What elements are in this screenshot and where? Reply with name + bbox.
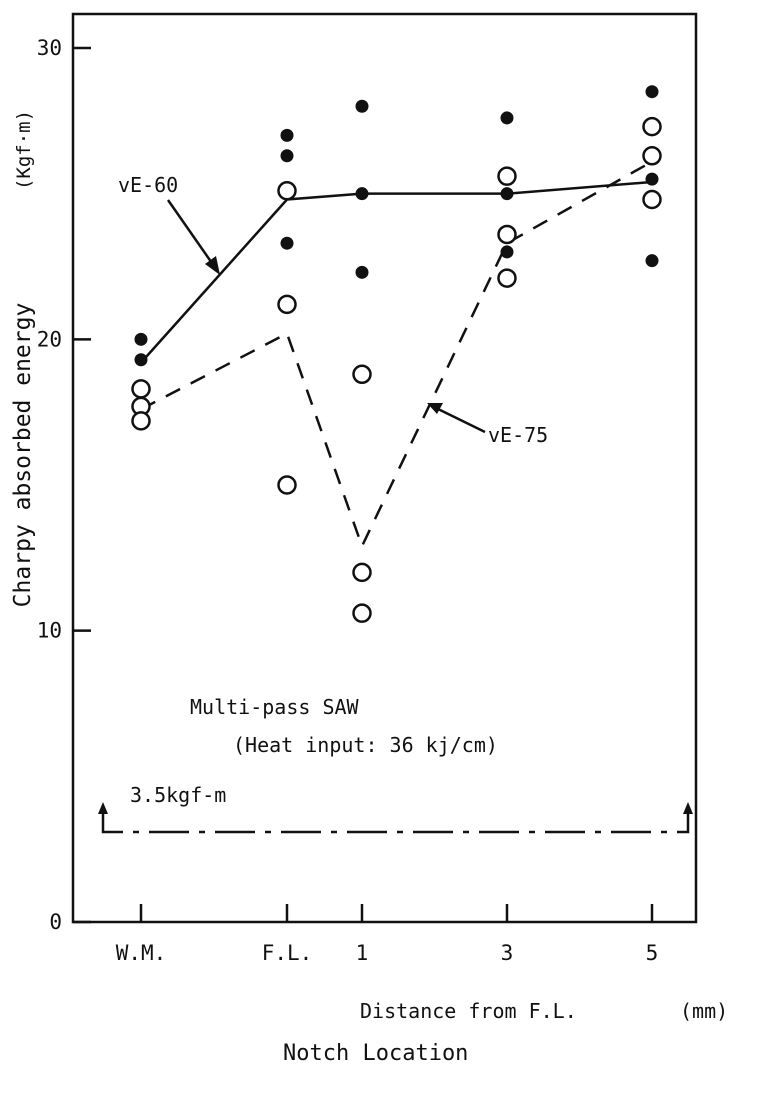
data-point-ve-60 [355, 187, 369, 201]
callout-ve-60: vE-60 [118, 173, 220, 275]
data-point-ve-60 [500, 111, 514, 125]
data-point-ve-75 [352, 562, 372, 583]
data-point-ve-75 [497, 224, 517, 245]
x-axis-subtitle: Notch Location [283, 1041, 468, 1066]
data-point-ve-60 [280, 149, 294, 163]
data-point-ve-75 [277, 475, 297, 495]
plot-frame [71, 12, 698, 924]
x-axis: W.M. F.L. 1 3 5 [116, 904, 659, 965]
data-point-ve-75 [642, 146, 662, 166]
y-axis: 0 10 20 30 [37, 36, 91, 934]
data-point-ve-75 [497, 166, 517, 186]
data-point-ve-75 [131, 379, 151, 399]
data-point-ve-75 [131, 411, 151, 431]
data-point-ve-75 [642, 116, 662, 137]
y-tick-label: 0 [49, 910, 62, 934]
y-tick-label: 10 [37, 619, 62, 643]
y-axis-unit: (Kgf·m) [13, 110, 35, 190]
data-point-ve-60 [134, 353, 148, 367]
x-tick-label: 1 [356, 941, 369, 965]
data-point-ve-60 [645, 254, 659, 268]
data-point-ve-75 [642, 189, 662, 210]
data-point-ve-60 [645, 85, 659, 99]
series-label-ve-75: vE-75 [488, 423, 548, 447]
x-tick-label: 3 [501, 941, 514, 965]
data-point-ve-60 [645, 172, 659, 186]
data-point-ve-60 [500, 187, 514, 201]
arrow-up-icon [98, 802, 108, 815]
x-tick-label: 5 [646, 941, 659, 965]
y-axis-title: Charpy absorbed energy (Kgf·m) [10, 110, 36, 607]
data-point-ve-75 [352, 603, 372, 623]
callout-arrow-ve-75 [435, 406, 486, 434]
arrow-head-icon [205, 256, 220, 275]
callout-arrow-ve-60 [166, 199, 216, 267]
series-label-ve-60: vE-60 [118, 173, 178, 197]
data-point-ve-60 [355, 99, 369, 113]
data-point-ve-60 [280, 128, 294, 142]
reference-line [101, 812, 690, 834]
data-point-ve-75 [497, 268, 517, 288]
x-axis-label: Distance from F.L. [360, 999, 577, 1023]
heat-input-annotation: (Heat input: 36 kj/cm) [233, 733, 498, 757]
data-point-ve-60 [134, 332, 148, 346]
reference-line-group: 3.5kgf-m [98, 783, 693, 834]
data-point-ve-75 [277, 181, 297, 201]
data-point-ve-60 [500, 245, 514, 259]
y-axis-label: Charpy absorbed energy [10, 303, 36, 608]
arrow-up-icon [683, 802, 693, 815]
x-tick-label: W.M. [116, 941, 167, 965]
data-point-ve-75 [277, 294, 297, 315]
data-point-ve-75 [352, 364, 372, 385]
callout-ve-75: vE-75 [427, 403, 548, 447]
data-points [131, 85, 662, 623]
y-tick-label: 30 [37, 36, 62, 60]
arrow-head-icon [427, 403, 443, 414]
x-axis-unit: (mm) [680, 999, 728, 1023]
reference-label: 3.5kgf-m [130, 783, 226, 807]
x-tick-label: F.L. [262, 941, 313, 965]
data-point-ve-60 [280, 236, 294, 250]
series-line-ve-75 [140, 160, 653, 550]
y-tick-label: 20 [37, 327, 62, 351]
data-point-ve-60 [355, 265, 369, 279]
process-annotation: Multi-pass SAW [190, 695, 360, 719]
